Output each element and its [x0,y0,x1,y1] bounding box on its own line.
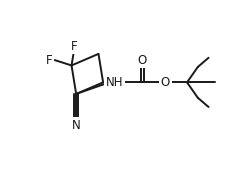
Text: O: O [138,54,147,67]
Text: O: O [161,76,170,89]
Text: F: F [71,40,77,53]
Text: NH: NH [106,76,124,89]
Text: F: F [46,54,53,67]
Text: N: N [72,119,81,132]
